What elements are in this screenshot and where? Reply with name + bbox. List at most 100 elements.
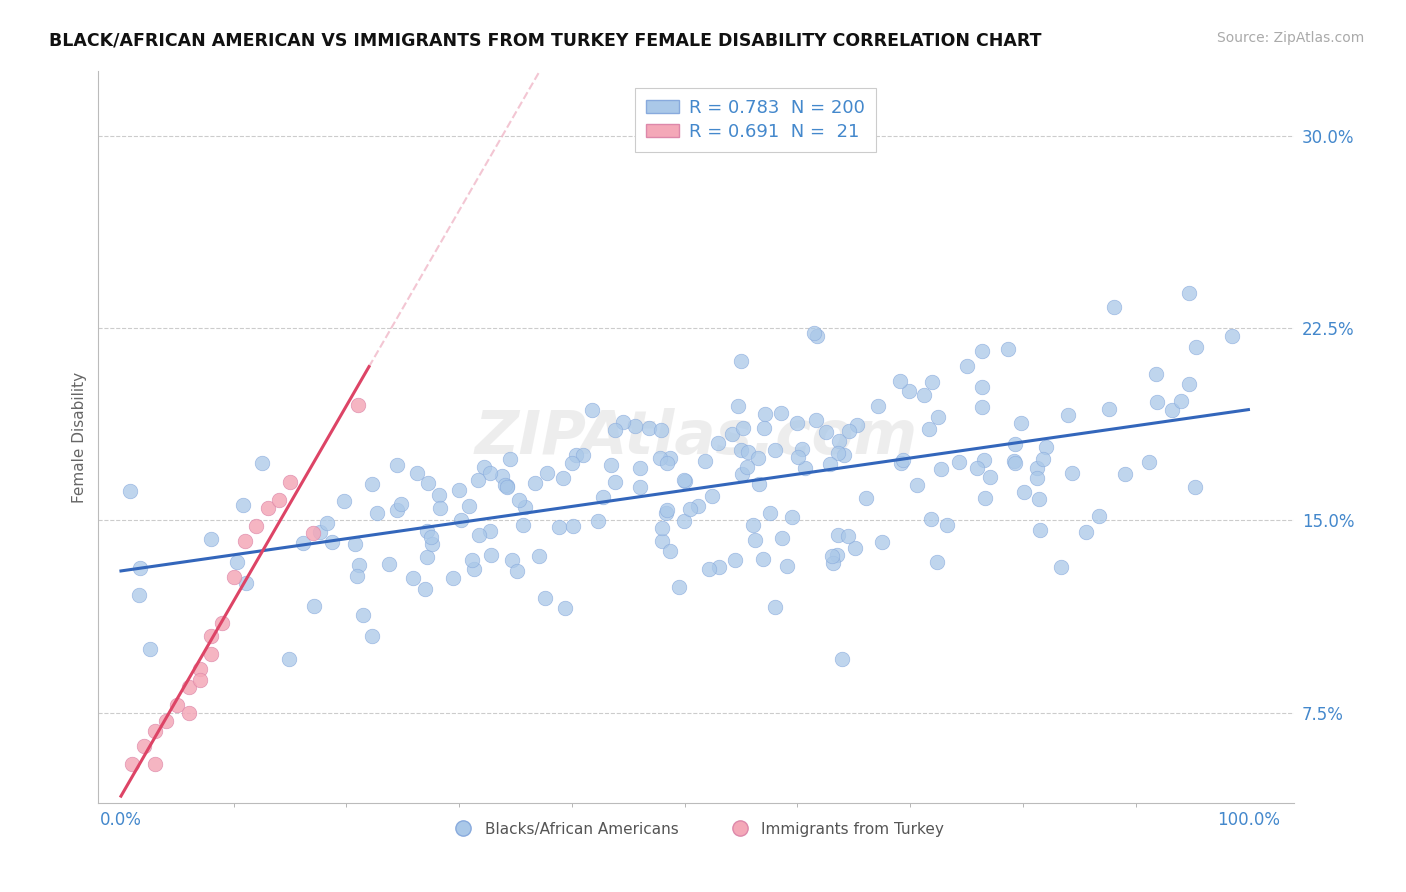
- Point: [821, 549, 844, 564]
- Point: [794, 461, 817, 475]
- Point: [927, 555, 949, 569]
- Point: [499, 452, 522, 467]
- Point: [139, 641, 162, 656]
- Point: [997, 342, 1019, 356]
- Point: [1161, 402, 1184, 417]
- Point: [786, 416, 808, 430]
- Point: [450, 513, 472, 527]
- Point: [827, 446, 849, 460]
- Point: [200, 647, 222, 661]
- Point: [467, 473, 489, 487]
- Point: [302, 599, 325, 614]
- Point: [565, 449, 588, 463]
- Point: [225, 555, 247, 569]
- Point: [1050, 560, 1073, 574]
- Point: [256, 500, 278, 515]
- Point: [1056, 408, 1078, 422]
- Point: [827, 528, 849, 542]
- Point: [780, 509, 803, 524]
- Point: [420, 537, 443, 551]
- Point: [233, 534, 256, 549]
- Point: [346, 569, 368, 583]
- Point: [513, 500, 536, 515]
- Point: [673, 473, 696, 487]
- Point: [1029, 523, 1052, 537]
- Point: [1026, 471, 1049, 485]
- Point: [222, 570, 245, 584]
- Point: [177, 681, 200, 695]
- Point: [458, 500, 481, 514]
- Point: [166, 698, 188, 713]
- Point: [891, 452, 914, 467]
- Point: [659, 450, 682, 465]
- Point: [650, 423, 672, 437]
- Point: [803, 326, 825, 341]
- Point: [496, 478, 519, 492]
- Point: [599, 458, 621, 472]
- Point: [890, 456, 912, 470]
- Point: [1146, 395, 1168, 409]
- Point: [855, 491, 877, 505]
- Point: [720, 427, 742, 442]
- Point: [1062, 466, 1084, 480]
- Point: [752, 421, 775, 435]
- Point: [828, 434, 851, 448]
- Point: [748, 477, 770, 491]
- Point: [727, 399, 749, 413]
- Point: [655, 503, 678, 517]
- Point: [441, 571, 464, 585]
- Point: [920, 512, 942, 526]
- Point: [733, 421, 755, 435]
- Point: [730, 442, 752, 457]
- Text: ZIPAtlas.com: ZIPAtlas.com: [474, 408, 918, 467]
- Point: [292, 536, 315, 550]
- Point: [413, 582, 436, 596]
- Point: [979, 470, 1001, 484]
- Point: [309, 524, 332, 539]
- Point: [837, 528, 859, 542]
- Point: [868, 399, 890, 413]
- Point: [506, 564, 529, 578]
- Point: [832, 448, 855, 462]
- Point: [769, 406, 792, 420]
- Point: [668, 580, 690, 594]
- Point: [177, 706, 200, 720]
- Point: [315, 516, 337, 531]
- Point: [752, 551, 775, 566]
- Point: [128, 588, 150, 602]
- Point: [200, 532, 222, 546]
- Point: [548, 520, 571, 534]
- Point: [121, 757, 143, 772]
- Point: [361, 477, 384, 491]
- Point: [132, 739, 155, 754]
- Point: [1097, 402, 1119, 417]
- Point: [347, 558, 370, 573]
- Point: [378, 557, 401, 571]
- Point: [603, 423, 626, 437]
- Point: [814, 425, 837, 439]
- Point: [844, 541, 866, 555]
- Point: [415, 549, 437, 564]
- Point: [491, 469, 513, 483]
- Point: [845, 417, 868, 432]
- Point: [536, 467, 558, 481]
- Point: [917, 422, 939, 436]
- Point: [429, 501, 451, 516]
- Point: [806, 328, 828, 343]
- Point: [301, 526, 323, 541]
- Point: [245, 518, 267, 533]
- Point: [927, 409, 949, 424]
- Point: [655, 506, 678, 520]
- Point: [472, 460, 495, 475]
- Point: [551, 471, 574, 485]
- Point: [657, 456, 679, 470]
- Point: [970, 344, 993, 359]
- Point: [346, 398, 368, 412]
- Point: [479, 548, 502, 562]
- Point: [560, 456, 582, 470]
- Point: [693, 454, 716, 468]
- Point: [624, 419, 647, 434]
- Point: [651, 533, 673, 548]
- Point: [321, 534, 343, 549]
- Point: [1025, 461, 1047, 475]
